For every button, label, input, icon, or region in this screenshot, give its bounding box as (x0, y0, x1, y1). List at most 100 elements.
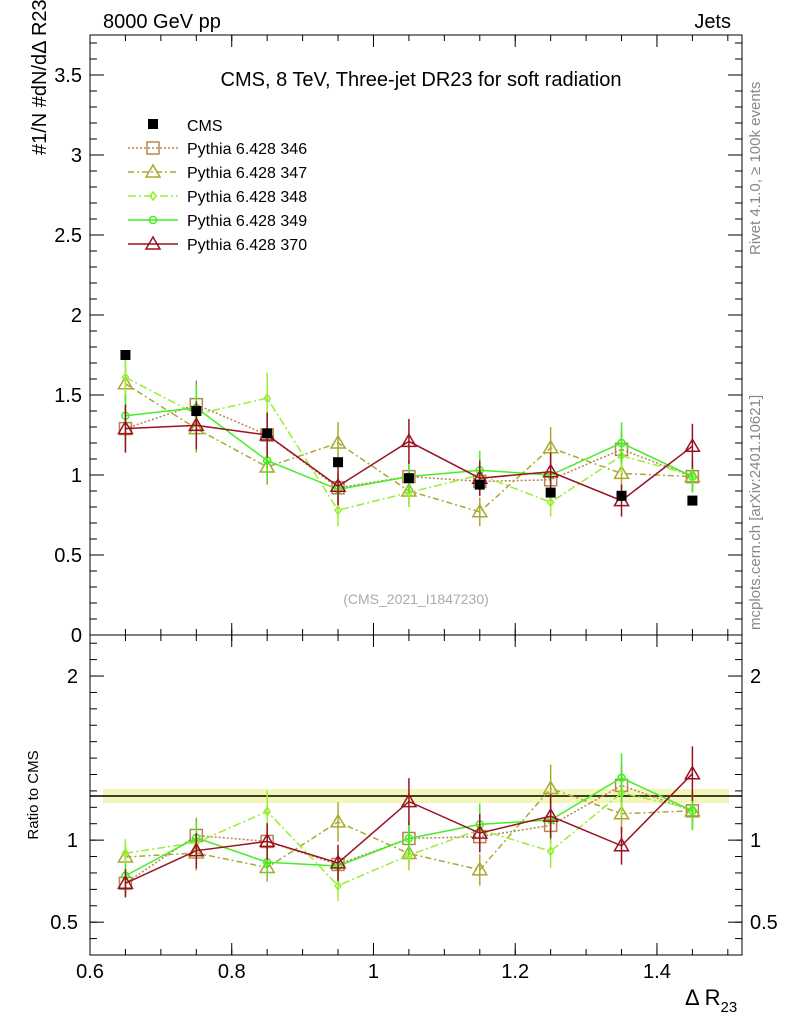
cms-data-point (333, 457, 344, 468)
series-4-ratio-marker (613, 837, 630, 852)
ratio-y-axis-label-text: Ratio to CMS (25, 750, 42, 839)
cms-data-point (191, 406, 202, 416)
series-3-ratio-marker (617, 773, 626, 783)
y-tick-label: 3 (71, 145, 82, 167)
series-4-main-marker (187, 416, 205, 432)
series-2-main-marker (404, 487, 413, 498)
series-2-ratio-marker (121, 848, 130, 859)
cms-data-points (120, 350, 698, 506)
y-tick-label: 0.5 (54, 545, 82, 567)
series-2-main-marker (334, 504, 342, 516)
cms-data-point (120, 350, 131, 360)
series-1-ratio-marker (613, 805, 630, 820)
ratio-tick-label: 0.5 (50, 912, 78, 934)
series-2-ratio-marker (546, 845, 555, 857)
series-4-ratio-marker (117, 874, 134, 890)
main-series-group (117, 353, 701, 527)
ratio-tick-label: 2 (67, 666, 78, 688)
y-tick-label: 2.5 (54, 225, 82, 247)
cms-data-point (616, 490, 627, 501)
mcplots-label-text: mcplots.cern.ch [arXiv:2401.10621] (747, 395, 764, 630)
series-1-main-marker (329, 434, 347, 449)
series-1-main-marker (471, 503, 489, 518)
series-4-ratio-marker (258, 832, 276, 848)
series-4-main-marker (117, 420, 134, 435)
ratio-tick-label-right: 0.5 (750, 912, 778, 934)
series-4-main-marker (329, 477, 347, 492)
legend-series-4-marker (144, 235, 162, 250)
series-3-main-marker (617, 438, 626, 448)
series-1-ratio-marker (329, 813, 347, 828)
series-2-ratio-marker (334, 880, 342, 891)
y-tick-label: 2 (71, 305, 82, 327)
series-2-main-marker (121, 372, 130, 383)
series-4-ratio-marker (471, 824, 489, 839)
series-4-ratio-marker (329, 854, 347, 869)
ratio-tick-label: 1 (67, 830, 78, 852)
legend-series-3-marker (148, 215, 158, 225)
x-tick-label: 0.8 (218, 961, 246, 983)
x-tick-label: 1.2 (501, 961, 529, 983)
mcplots-label: mcplots.cern.ch [arXiv:2401.10621] (747, 395, 764, 630)
rivet-label: Rivet 4.1.0, ≥ 100k events (747, 82, 764, 255)
legend-cms-marker (148, 119, 158, 129)
y-axis-label-text: #1/N #dN/dΔ R23 (29, 0, 51, 155)
legend: CMS Pythia 6.428 346 Pythia 6.428 347 Pythi… (128, 118, 307, 254)
x-axis-label-sub: 23 (720, 999, 737, 1016)
y-tick-label: 1 (71, 465, 82, 487)
y-tick-label: 0 (71, 625, 82, 647)
series-3-ratio-marker (688, 806, 697, 816)
cms-data-point (687, 495, 698, 506)
ratio-tick-label-right: 2 (750, 666, 761, 688)
series-4-main-marker (542, 463, 559, 478)
series-2-main-marker (263, 392, 272, 404)
legend-series-1-marker (144, 163, 162, 178)
legend-series-3-label: Pythia 6.428 349 (187, 213, 307, 230)
analysis-id-label: (CMS_2021_I1847230) (343, 591, 489, 607)
legend-series-1-label: Pythia 6.428 347 (187, 165, 307, 182)
x-axis-label: Δ R23 (685, 985, 737, 1016)
x-tick-label: 1 (368, 961, 379, 983)
legend-series-2-marker (149, 190, 157, 202)
header-energy-label: 8000 GeV pp (103, 11, 221, 33)
chart-title: CMS, 8 TeV, Three-jet DR23 for soft radi… (221, 69, 622, 91)
ratio-tick-label-right: 1 (750, 830, 761, 852)
x-axis-label-main: Δ R (685, 985, 720, 1010)
legend-series-4-label: Pythia 6.428 370 (187, 237, 307, 254)
ratio-plot-frame (89, 634, 743, 956)
cms-data-point (474, 479, 485, 490)
series-1-ratio-marker (471, 861, 489, 876)
series-2-main-marker (546, 496, 555, 508)
series-2-ratio-line (125, 792, 693, 887)
series-4-ratio-marker (684, 765, 701, 780)
series-1-ratio-marker (542, 780, 559, 795)
series-4-main-marker (400, 432, 418, 448)
series-4-ratio-marker (400, 793, 418, 808)
series-3-ratio-marker (404, 834, 414, 843)
y-tick-label: 3.5 (54, 65, 82, 87)
legend-series-0-marker (146, 141, 160, 155)
ratio-series-group (117, 746, 701, 901)
legend-series-2-label: Pythia 6.428 348 (187, 189, 307, 206)
header-jets-label: Jets (694, 11, 731, 33)
y-axis-label: #1/N #dN/dΔ R23 (29, 0, 51, 155)
cms-data-point (403, 473, 414, 484)
series-1-ratio-line (125, 787, 693, 871)
series-4-main-marker (684, 437, 701, 452)
series-2-ratio-marker (263, 806, 272, 817)
axis-tick-labels: 0.6 0.8 1 1.2 1.4 0 0.5 1 1.5 2 2.5 3 3.5 0.5 0.5 1 1 2 2 (50, 65, 778, 983)
x-tick-label: 0.6 (76, 961, 104, 983)
y-tick-label: 1.5 (54, 385, 82, 407)
cms-data-point (545, 487, 556, 498)
legend-cms-label: CMS (187, 118, 223, 135)
ratio-y-axis-label: Ratio to CMS (25, 750, 42, 839)
series-3-main-marker (688, 472, 697, 481)
series-4-ratio-marker (542, 807, 559, 822)
rivet-label-text: Rivet 4.1.0, ≥ 100k events (747, 82, 764, 255)
series-2-ratio-marker (404, 849, 413, 861)
series-0-ratio-line (125, 784, 693, 884)
series-4-ratio-marker (187, 842, 205, 857)
legend-series-0-label: Pythia 6.428 346 (187, 141, 307, 158)
series-1-main-marker (613, 464, 630, 480)
